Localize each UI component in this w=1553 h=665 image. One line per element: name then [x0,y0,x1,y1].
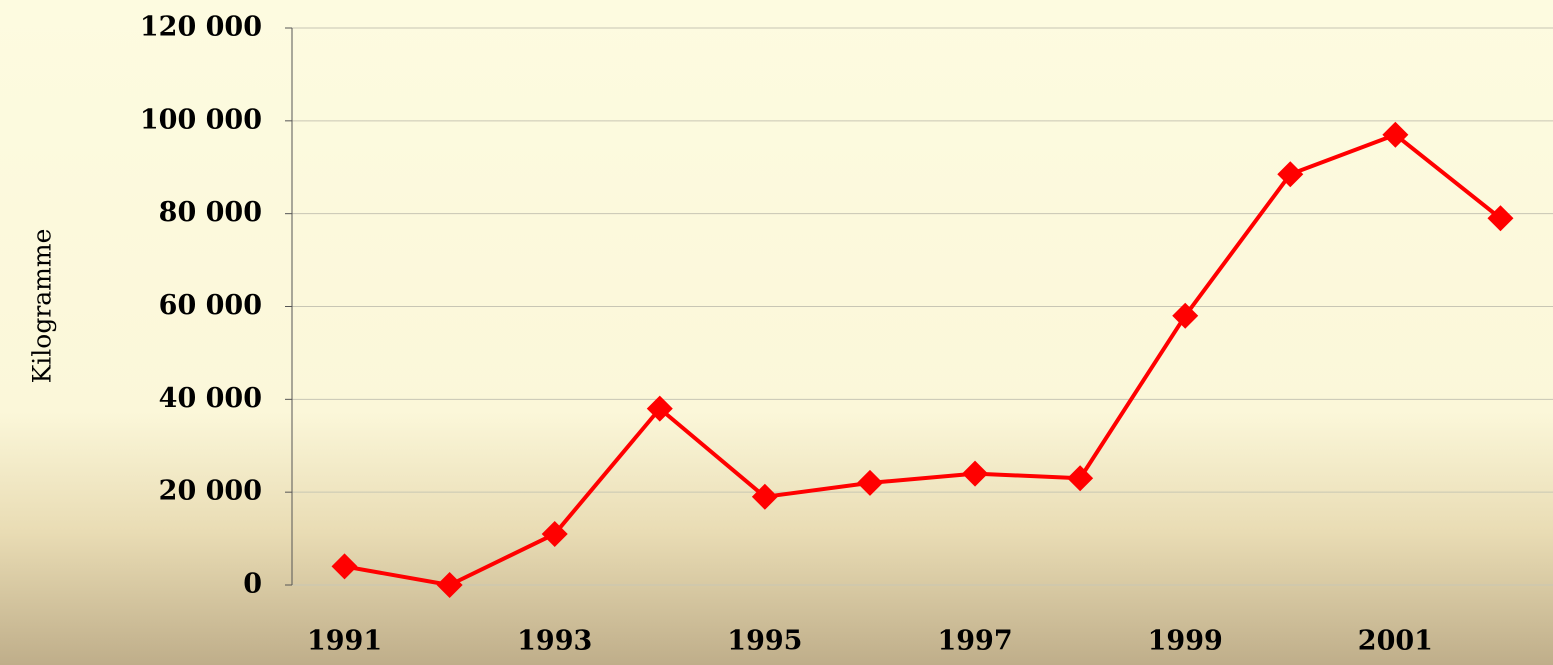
chart: Kilogramme 0 20 000 40 000 60 000 80 000 100 … [0,0,1553,665]
y-tick-label: 60 000 [159,290,262,321]
y-tick-label: 100 000 [140,104,262,135]
y-tick-label: 80 000 [159,197,262,228]
y-tick-label: 0 [243,569,262,600]
x-tick-label: 1999 [1148,626,1223,657]
background [0,0,1553,665]
y-axis-label: Kilogramme [28,229,57,384]
x-tick-label: 2001 [1358,626,1433,657]
y-tick-label: 120 000 [140,12,262,43]
page: Kilogramme 0 20 000 40 000 60 000 80 000 100 … [0,0,1553,665]
y-tick-label: 20 000 [159,476,262,507]
y-tick-label: 40 000 [159,383,262,414]
x-tick-label: 1991 [307,626,382,657]
x-tick-label: 1997 [937,626,1012,657]
x-tick-label: 1993 [517,626,592,657]
x-tick-label: 1995 [727,626,802,657]
